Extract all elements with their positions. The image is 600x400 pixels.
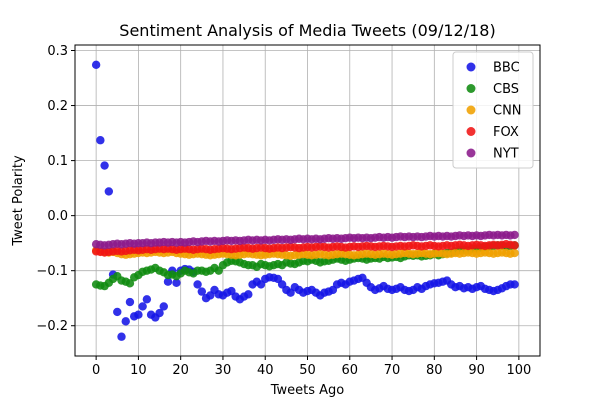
y-axis-ticks: −0.2 −0.1 0.0 0.1 0.2 0.3 <box>36 44 75 334</box>
legend-marker <box>466 62 476 72</box>
data-point <box>244 290 253 299</box>
y-axis-title: Tweet Polarity <box>11 155 26 247</box>
data-point <box>100 161 109 170</box>
legend-label: BBC <box>493 61 520 76</box>
x-tick-label: 20 <box>172 363 189 378</box>
data-point <box>159 302 168 311</box>
data-point <box>193 280 202 289</box>
legend: BBC CBS CNN FOX NYT <box>452 51 534 169</box>
data-point <box>125 279 135 288</box>
data-point <box>510 280 519 289</box>
legend-marker <box>466 105 476 115</box>
x-tick-label: 100 <box>506 363 531 378</box>
data-point <box>510 230 519 240</box>
data-point <box>510 241 519 250</box>
y-tick-label: 0.1 <box>47 154 68 169</box>
data-point <box>104 187 114 196</box>
data-point <box>138 302 147 311</box>
x-tick-label: 70 <box>384 363 401 378</box>
data-point <box>134 310 143 319</box>
data-point <box>172 278 181 287</box>
x-tick-label: 30 <box>215 363 232 378</box>
data-point <box>125 297 135 307</box>
x-tick-label: 60 <box>341 363 358 378</box>
data-point <box>155 308 164 318</box>
y-tick-label: 0.2 <box>47 99 68 114</box>
x-tick-label: 90 <box>468 363 485 378</box>
x-tick-label: 10 <box>130 363 147 378</box>
x-tick-label: 0 <box>92 363 100 378</box>
legend-label: CNN <box>493 104 522 119</box>
data-point <box>113 307 122 317</box>
legend-marker <box>466 148 476 158</box>
y-tick-label: −0.2 <box>36 319 68 334</box>
series-fox <box>91 240 519 257</box>
y-tick-label: −0.1 <box>36 264 68 279</box>
x-tick-label: 80 <box>426 363 443 378</box>
chart-title: Sentiment Analysis of Media Tweets (09/1… <box>119 21 495 40</box>
legend-box <box>452 51 534 169</box>
data-points <box>91 60 519 341</box>
series-bbc <box>91 60 519 341</box>
data-point <box>96 136 105 145</box>
x-tick-label: 50 <box>299 363 316 378</box>
data-point <box>142 295 152 304</box>
data-point <box>117 332 126 341</box>
y-tick-label: 0.0 <box>47 209 68 224</box>
series-nyt <box>91 230 519 250</box>
data-point <box>510 248 519 258</box>
data-point <box>197 287 207 296</box>
legend-label: CBS <box>493 82 519 97</box>
y-tick-label: 0.3 <box>47 44 68 59</box>
data-point <box>91 60 101 70</box>
legend-marker <box>466 127 476 136</box>
x-tick-label: 40 <box>257 363 274 378</box>
data-point <box>163 277 173 286</box>
x-axis-ticks: 0 10 20 30 40 50 60 70 80 90 100 <box>92 356 531 378</box>
legend-label: NYT <box>493 147 519 162</box>
x-axis-title: Tweets Ago <box>270 383 345 398</box>
legend-label: FOX <box>493 125 519 140</box>
data-point <box>121 317 130 326</box>
legend-marker <box>466 84 476 93</box>
